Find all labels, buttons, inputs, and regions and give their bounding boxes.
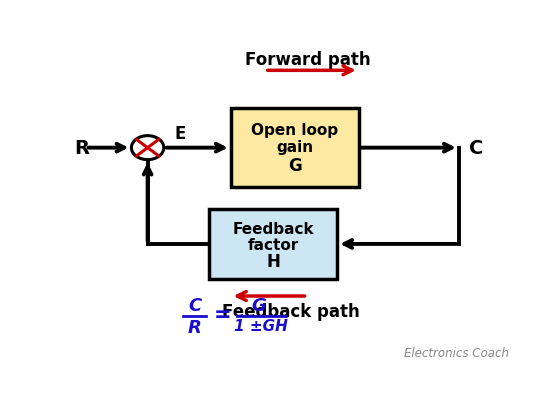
Text: E: E	[174, 125, 186, 143]
Text: 1 ±GH: 1 ±GH	[234, 318, 288, 333]
FancyBboxPatch shape	[210, 210, 337, 279]
Text: =: =	[213, 304, 231, 324]
Text: C: C	[188, 297, 201, 315]
Text: G: G	[288, 157, 301, 175]
Text: Electronics Coach: Electronics Coach	[404, 346, 509, 360]
Text: factor: factor	[248, 238, 299, 252]
Text: R: R	[74, 139, 89, 158]
Circle shape	[131, 136, 164, 160]
Text: gain: gain	[276, 139, 314, 154]
Text: Feedback path: Feedback path	[222, 303, 359, 321]
Text: C: C	[469, 139, 483, 158]
Text: G: G	[251, 297, 266, 315]
Text: Forward path: Forward path	[245, 51, 370, 69]
Text: R: R	[188, 318, 201, 336]
Text: Open loop: Open loop	[251, 123, 338, 137]
FancyBboxPatch shape	[231, 109, 359, 188]
Text: H: H	[266, 253, 280, 271]
Text: Feedback: Feedback	[233, 221, 314, 236]
